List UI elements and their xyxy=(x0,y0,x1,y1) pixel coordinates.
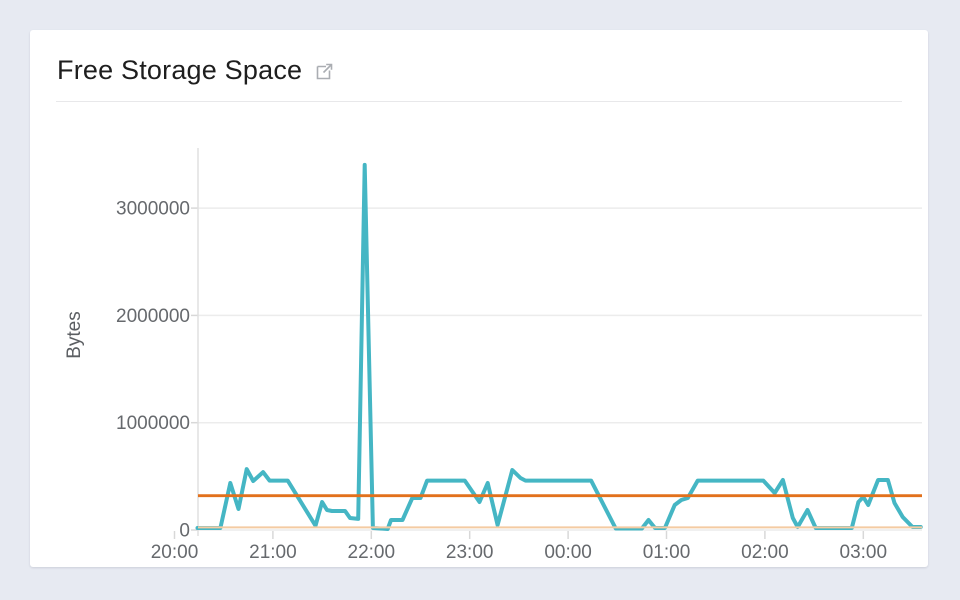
y-axis-title: Bytes xyxy=(64,311,85,359)
y-tick-label: 3000000 xyxy=(116,199,190,220)
y-tick-label: 1000000 xyxy=(116,413,190,434)
card-header: Free Storage Space xyxy=(30,30,928,86)
data-line xyxy=(195,162,923,531)
x-tick-label: 21:00 xyxy=(249,542,297,563)
line-chart: 0 1000000 2000000 3000000 20:00 21:00 22:00 23:… xyxy=(64,148,923,563)
x-tick-label: 23:00 xyxy=(446,542,494,563)
chart-card: Free Storage Space 0 1000000 2000000 300000… xyxy=(30,30,928,567)
y-tick-label: 2000000 xyxy=(116,306,190,327)
x-tick-label: 02:00 xyxy=(741,542,789,563)
x-tick-label: 00:00 xyxy=(544,542,592,563)
page-title: Free Storage Space xyxy=(57,55,303,85)
external-link-icon[interactable] xyxy=(314,61,335,82)
chart-area: 0 1000000 2000000 3000000 20:00 21:00 22:00 23:… xyxy=(30,103,928,567)
x-tick-label: 22:00 xyxy=(348,542,396,563)
y-tick-label: 0 xyxy=(179,521,190,542)
x-tick-label: 20:00 xyxy=(151,542,199,563)
x-tick-label: 01:00 xyxy=(643,542,691,563)
header-divider xyxy=(56,101,902,102)
x-tick-label: 03:00 xyxy=(840,542,888,563)
